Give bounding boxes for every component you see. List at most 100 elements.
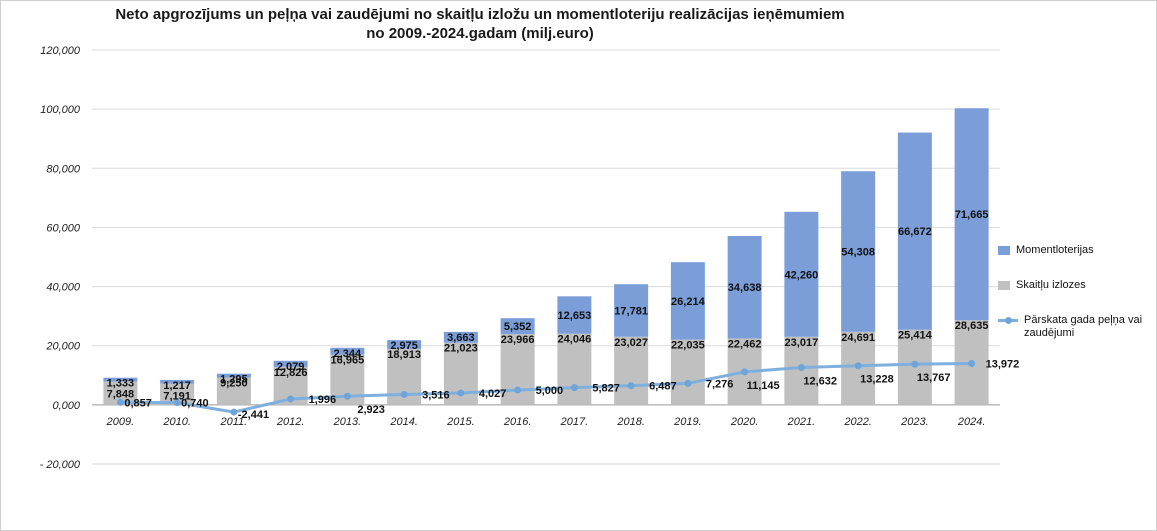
data-label-momentloterijas: 3,663 <box>447 332 475 344</box>
data-label-skaitlu-izlozes: 22,462 <box>728 338 762 350</box>
data-label-profit: 1,996 <box>309 394 337 406</box>
bar-momentloterijas <box>443 331 478 343</box>
x-tick-label: 2019. <box>673 416 702 428</box>
data-label-skaitlu-izlozes: 7,191 <box>163 391 191 403</box>
x-tick-label: 2018. <box>616 416 645 428</box>
data-label-momentloterijas: 71,665 <box>955 209 989 221</box>
bar-momentloterijas <box>897 132 932 330</box>
bar-skaitlu-izlozes <box>160 383 195 405</box>
profit-point <box>854 362 862 370</box>
x-tick-label: 2013. <box>333 416 362 428</box>
x-tick-label: 2009. <box>106 416 135 428</box>
legend-label-momentloterijas: Momentloterijas <box>1016 244 1094 256</box>
bar-momentloterijas <box>614 284 649 337</box>
data-label-skaitlu-izlozes: 18,913 <box>387 349 421 361</box>
profit-point <box>797 364 805 372</box>
data-label-profit: 13,972 <box>986 359 1020 371</box>
data-label-skaitlu-izlozes: 24,691 <box>841 332 875 344</box>
data-label-skaitlu-izlozes: 16,965 <box>331 355 365 367</box>
legend-swatch-skaitlu-izlozes <box>998 281 1010 290</box>
bar-skaitlu-izlozes <box>614 336 649 405</box>
data-label-profit: 11,145 <box>747 380 780 392</box>
profit-point <box>911 360 919 368</box>
data-label-momentloterijas: 34,638 <box>728 282 762 294</box>
y-tick-label: 80,000 <box>46 163 81 175</box>
data-label-profit: 12,632 <box>803 376 837 388</box>
profit-point <box>230 408 238 416</box>
x-tick-label: 2016. <box>503 416 532 428</box>
y-tick-label: 0,000 <box>52 400 80 412</box>
data-label-profit: 13,228 <box>860 374 894 386</box>
legend-swatch-pelna <box>998 314 1018 326</box>
data-label-profit: 0,740 <box>181 398 209 410</box>
profit-point <box>173 399 181 407</box>
profit-point <box>627 382 635 390</box>
x-tick-label: 2020. <box>730 416 759 428</box>
data-label-profit: 6,487 <box>649 381 677 393</box>
data-label-skaitlu-izlozes: 23,027 <box>614 337 648 349</box>
data-label-momentloterijas: 42,260 <box>785 269 819 281</box>
data-label-profit: 4,027 <box>479 388 507 400</box>
profit-point <box>343 392 351 400</box>
profit-point <box>457 389 465 397</box>
y-tick-label: 60,000 <box>46 222 81 234</box>
data-label-momentloterijas: 1,217 <box>163 380 191 392</box>
data-label-skaitlu-izlozes: 23,966 <box>501 334 535 346</box>
chart-title-line-1: Neto apgrozījums un peļņa vai zaudējumi … <box>115 6 845 23</box>
data-label-skaitlu-izlozes: 23,017 <box>785 337 819 349</box>
data-label-profit: 0,857 <box>124 397 152 409</box>
bar-momentloterijas <box>387 340 422 349</box>
data-label-skaitlu-izlozes: 9,250 <box>220 378 248 390</box>
x-tick-label: 2021. <box>787 416 816 428</box>
legend-label-pelna: Pārskata gada peļņa vai zaudējumi <box>1024 314 1143 339</box>
data-label-skaitlu-izlozes: 7,848 <box>107 389 135 401</box>
profit-point <box>968 360 976 368</box>
profit-point <box>287 395 295 403</box>
data-label-momentloterijas: 1,295 <box>220 374 248 386</box>
bar-momentloterijas <box>727 236 762 339</box>
data-label-skaitlu-izlozes: 28,635 <box>955 320 989 332</box>
y-tick-label: 100,000 <box>40 104 81 116</box>
data-label-momentloterijas: 54,308 <box>841 247 875 259</box>
x-tick-label: 2011. <box>220 416 248 428</box>
x-tick-label: 2014. <box>389 416 418 428</box>
bar-momentloterijas <box>500 318 535 334</box>
bar-momentloterijas <box>273 360 308 367</box>
profit-point <box>741 368 749 376</box>
data-label-profit: 5,000 <box>536 385 564 397</box>
chart-title-line-2: no 2009.-2024.gadam (milj.euro) <box>366 25 594 42</box>
data-label-momentloterijas: 17,781 <box>614 305 648 317</box>
bar-skaitlu-izlozes <box>216 377 251 405</box>
data-label-momentloterijas: 5,352 <box>504 321 532 333</box>
bar-momentloterijas <box>954 108 989 321</box>
bar-momentloterijas <box>160 379 195 384</box>
legend-swatch-momentloterijas <box>998 246 1010 255</box>
bar-skaitlu-izlozes <box>103 381 138 405</box>
data-label-momentloterijas: 2,079 <box>277 361 305 373</box>
x-tick-label: 2024. <box>957 416 986 428</box>
profit-point <box>400 390 408 398</box>
x-tick-label: 2010. <box>162 416 191 428</box>
data-label-profit: -2,441 <box>238 409 269 421</box>
profit-point <box>684 379 692 387</box>
bar-momentloterijas <box>216 373 251 378</box>
x-tick-label: 2015. <box>446 416 475 428</box>
bar-skaitlu-izlozes <box>557 333 592 405</box>
data-label-profit: 2,923 <box>357 404 385 416</box>
legend-item-skaitlu-izlozes: Skaitļu izlozes <box>998 279 1136 292</box>
bar-momentloterijas <box>670 262 705 340</box>
legend-label-skaitlu-izlozes: Skaitļu izlozes <box>1016 279 1086 291</box>
bar-momentloterijas <box>330 347 365 355</box>
data-label-profit: 7,276 <box>706 378 734 390</box>
data-label-profit: 13,767 <box>917 372 951 384</box>
bar-momentloterijas <box>103 377 138 382</box>
profit-point <box>116 398 124 406</box>
y-tick-label: 20,000 <box>45 341 81 353</box>
data-label-momentloterijas: 2,344 <box>334 348 362 360</box>
data-label-momentloterijas: 1,333 <box>107 378 135 390</box>
data-label-skaitlu-izlozes: 22,035 <box>671 340 705 352</box>
profit-point <box>570 384 578 392</box>
x-tick-label: 2022. <box>843 416 872 428</box>
data-label-skaitlu-izlozes: 24,046 <box>558 334 592 346</box>
